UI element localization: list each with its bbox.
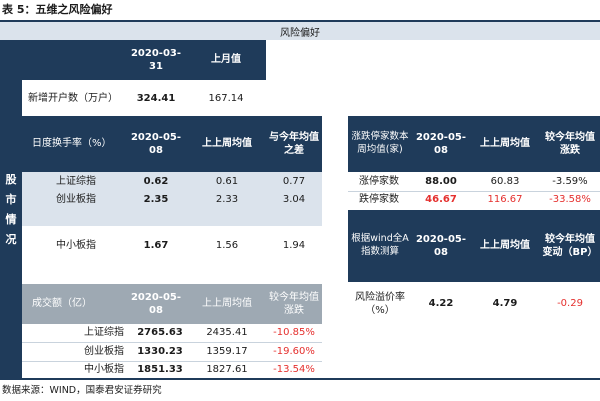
side-label-char: 股: [5, 173, 17, 186]
new-accounts-prev-header: 上月值: [188, 40, 264, 80]
title-divider: [0, 20, 600, 22]
turnover-diff-header: 与今年均值之差: [266, 116, 322, 172]
limit-prev-header: 上上周均值: [470, 116, 540, 172]
limit-row-diff: -3.59%: [552, 176, 588, 188]
premium-diff-header: 较今年均值变动（BP）: [542, 210, 598, 282]
row-divider: [22, 361, 322, 362]
volume-row-diff: -19.60%: [273, 346, 315, 358]
turnover-row-prev: 1.56: [215, 240, 239, 252]
table-title: 表 5：五维之风险偏好: [2, 3, 113, 16]
volume-row-label: 创业板指: [84, 346, 124, 358]
turnover-row-label: 上证综指: [56, 176, 96, 188]
limit-diff-header: 较今年均值涨跌: [542, 116, 598, 172]
volume-row-label: 上证综指: [84, 327, 124, 339]
side-label-char: 情: [5, 213, 17, 226]
volume-row-label: 中小板指: [84, 364, 124, 376]
limit-row-label: 涨停家数: [359, 176, 399, 188]
volume-prev-header: 上上周均值: [202, 298, 252, 310]
row-divider: [348, 191, 600, 192]
turnover-band: [22, 172, 322, 226]
new-accounts-prev-value: 167.14: [208, 93, 244, 105]
turnover-prev-header: 上上周均值: [190, 116, 264, 172]
new-accounts-label: 新增开户数（万户）: [28, 93, 118, 105]
volume-date-header: 2020-05-08: [130, 284, 182, 324]
turnover-row-prev: 2.33: [215, 194, 239, 206]
volume-row-prev: 2435.41: [206, 327, 248, 339]
volume-label-header: 成交额（亿）: [32, 298, 92, 310]
turnover-date-header: 2020-05-08: [130, 116, 182, 172]
turnover-row-label: 中小板指: [56, 240, 96, 252]
limit-row-diff: -33.58%: [549, 194, 591, 206]
limit-row-value: 88.00: [425, 176, 457, 188]
new-accounts-value: 324.41: [136, 93, 176, 105]
turnover-row-value: 1.67: [143, 240, 169, 252]
limit-row-label: 跌停家数: [359, 194, 399, 206]
turnover-row-diff: 1.94: [282, 240, 306, 252]
premium-row-diff: -0.29: [557, 298, 583, 310]
new-accounts-date-header: 2020-03-31: [130, 40, 182, 80]
volume-diff-header: 较今年均值涨跌: [269, 291, 319, 317]
side-label-char: 况: [5, 233, 17, 246]
premium-prev-header: 上上周均值: [470, 210, 540, 282]
bottom-divider: [0, 378, 600, 380]
section-header: 风险偏好: [0, 22, 600, 40]
limit-row-prev: 60.83: [490, 176, 520, 188]
turnover-row-diff: 0.77: [282, 176, 306, 188]
turnover-row-prev: 0.61: [215, 176, 239, 188]
volume-row-diff: -10.85%: [273, 327, 315, 339]
limit-row-value: 46.67: [425, 194, 457, 206]
turnover-row-value: 2.35: [143, 194, 169, 206]
turnover-label-header: 日度换手率（%）: [32, 138, 112, 150]
volume-row-prev: 1827.61: [206, 364, 248, 376]
volume-row-diff: -13.54%: [273, 364, 315, 376]
volume-row-value: 2765.63: [137, 327, 183, 339]
side-label-char: 市: [5, 193, 17, 206]
limit-row-prev: 116.67: [487, 194, 523, 206]
premium-date-header: 2020-05-08: [412, 210, 470, 282]
limit-date-header: 2020-05-08: [412, 116, 470, 172]
premium-row-prev: 4.79: [492, 298, 518, 310]
turnover-row-value: 0.62: [143, 176, 169, 188]
premium-row-label: 风险溢价率（%）: [355, 291, 405, 317]
source-note: 数据来源：WIND，国泰君安证券研究: [2, 385, 162, 396]
side-label: 股 市 情 况: [0, 40, 22, 378]
volume-row-value: 1851.33: [137, 364, 183, 376]
row-divider: [22, 342, 322, 343]
premium-label-header: 根据wind全A指数测算: [351, 233, 409, 257]
premium-row-value: 4.22: [428, 298, 454, 310]
volume-row-prev: 1359.17: [206, 346, 248, 358]
volume-row-value: 1330.23: [137, 346, 183, 358]
turnover-row-label: 创业板指: [56, 194, 96, 206]
limit-label-header: 涨跌停家数本周均值(家): [351, 131, 409, 155]
turnover-row-diff: 3.04: [282, 194, 306, 206]
